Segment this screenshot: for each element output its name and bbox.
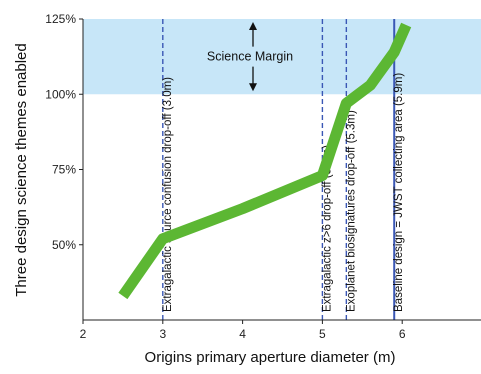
reference-line-label-4: Baseline design = JWST collecting area (… <box>393 73 405 312</box>
x-tick-label: 2 <box>80 327 87 341</box>
y-tick-label: 50% <box>52 238 76 252</box>
margin-arrow-down-head <box>249 83 257 92</box>
x-tick-label: 6 <box>399 327 406 341</box>
x-tick-label: 4 <box>239 327 246 341</box>
reference-lines-layer: Extragalactic source confusion drop-off … <box>162 19 405 320</box>
axes-layer: 2 3 4 5 6 50% 75% 100% 125% <box>45 12 481 341</box>
y-tick-label: 100% <box>45 87 76 101</box>
y-axis-title: Three design science themes enabled <box>13 43 30 297</box>
x-axis-title: Origins primary aperture diameter (m) <box>145 349 396 366</box>
science-margin-band-layer: Science Margin <box>83 19 481 95</box>
y-tick-label: 75% <box>52 163 76 177</box>
y-tick-label: 125% <box>45 12 76 26</box>
x-tick-label: 5 <box>319 327 326 341</box>
margin-arrow-up-head <box>249 22 257 30</box>
series-line-1 <box>118 22 412 300</box>
science-margin-label: Science Margin <box>207 50 293 64</box>
series-layer <box>118 22 412 300</box>
x-tick-label: 3 <box>159 327 166 341</box>
reference-line-label-2: Extragalactic z>6 drop-off (5.0m) <box>321 145 333 312</box>
reference-line-label-1: Extragalactic source confusion drop-off … <box>162 77 174 312</box>
reference-line-label-3: Exoplanet biosignatures drop-off (5.3m) <box>345 110 357 312</box>
science-margin-band <box>83 19 481 95</box>
